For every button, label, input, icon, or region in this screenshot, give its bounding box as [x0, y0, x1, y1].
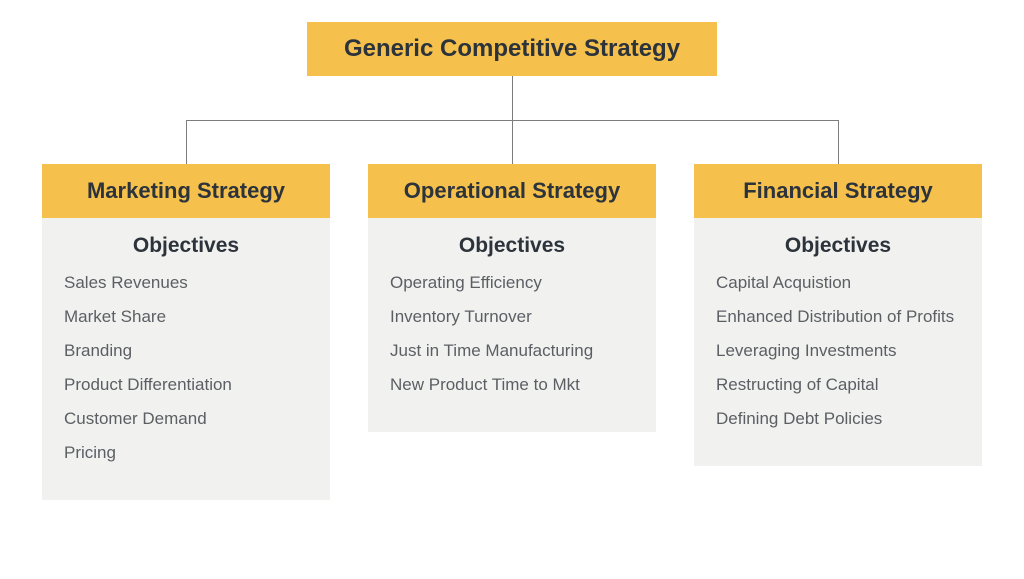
objective-item: Restructing of Capital — [716, 374, 960, 397]
objective-item: Leveraging Investments — [716, 340, 960, 363]
objective-item: Branding — [64, 340, 308, 363]
connector-root-down — [512, 76, 513, 120]
column-title: Marketing Strategy — [87, 178, 285, 204]
column-body-financial: Objectives Capital Acquistion Enhanced D… — [694, 218, 982, 466]
objective-item: Enhanced Distribution of Profits — [716, 306, 960, 329]
objective-item: Customer Demand — [64, 408, 308, 431]
column-header-financial: Financial Strategy — [694, 164, 982, 218]
column-header-operational: Operational Strategy — [368, 164, 656, 218]
objective-item: Capital Acquistion — [716, 272, 960, 295]
root-strategy-box: Generic Competitive Strategy — [307, 22, 717, 76]
objectives-label: Objectives — [716, 234, 960, 258]
column-marketing: Marketing Strategy Objectives Sales Reve… — [42, 164, 330, 500]
column-header-marketing: Marketing Strategy — [42, 164, 330, 218]
column-financial: Financial Strategy Objectives Capital Ac… — [694, 164, 982, 466]
connector-drop-3 — [838, 120, 839, 164]
column-title: Financial Strategy — [743, 178, 933, 204]
objective-item: Pricing — [64, 442, 308, 465]
root-strategy-title: Generic Competitive Strategy — [344, 35, 680, 63]
objective-item: New Product Time to Mkt — [390, 374, 634, 397]
column-operational: Operational Strategy Objectives Operatin… — [368, 164, 656, 432]
objective-item: Operating Efficiency — [390, 272, 634, 295]
column-title: Operational Strategy — [404, 178, 620, 204]
connector-drop-2 — [512, 120, 513, 164]
connector-horizontal — [186, 120, 839, 121]
objective-item: Market Share — [64, 306, 308, 329]
objective-item: Product Differentiation — [64, 374, 308, 397]
objectives-label: Objectives — [64, 234, 308, 258]
objective-item: Just in Time Manufacturing — [390, 340, 634, 363]
connector-drop-1 — [186, 120, 187, 164]
objective-item: Defining Debt Policies — [716, 408, 960, 431]
objective-item: Inventory Turnover — [390, 306, 634, 329]
column-body-marketing: Objectives Sales Revenues Market Share B… — [42, 218, 330, 500]
column-body-operational: Objectives Operating Efficiency Inventor… — [368, 218, 656, 432]
objectives-label: Objectives — [390, 234, 634, 258]
objective-item: Sales Revenues — [64, 272, 308, 295]
